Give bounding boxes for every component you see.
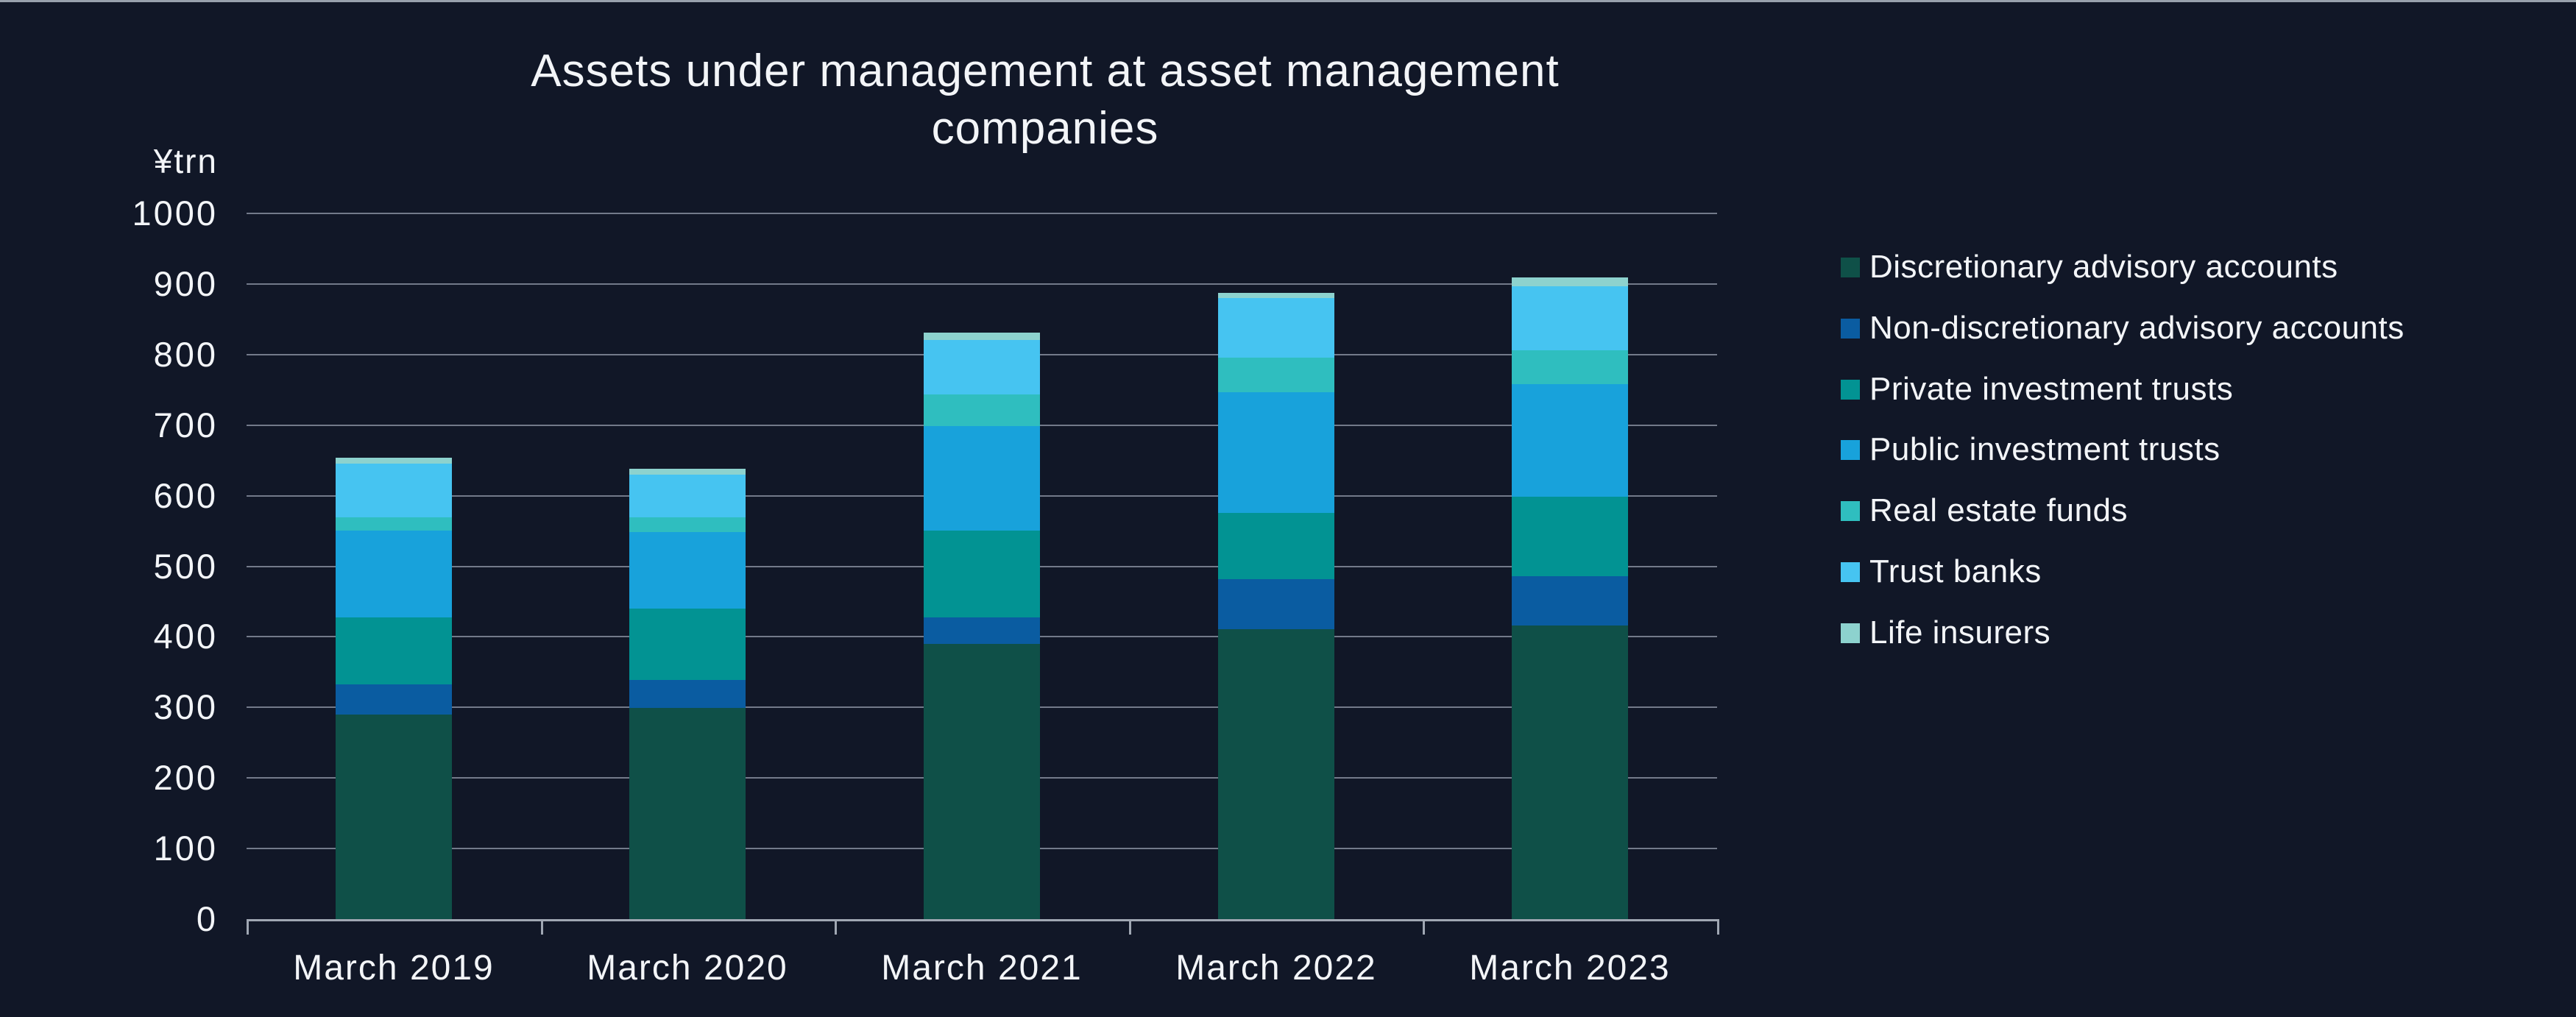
bar-segment xyxy=(1512,497,1628,576)
legend-item: Non-discretionary advisory accounts xyxy=(1841,308,2405,348)
x-axis-tick xyxy=(247,919,249,935)
x-axis-label: March 2021 xyxy=(881,949,1083,988)
bar-segment xyxy=(336,617,452,684)
legend-item: Real estate funds xyxy=(1841,491,2128,531)
legend-swatch xyxy=(1841,318,1860,339)
bar-segment xyxy=(1512,286,1628,350)
bar-segment xyxy=(1218,629,1334,919)
bar-segment xyxy=(336,458,452,464)
x-axis-label: March 2023 xyxy=(1469,949,1671,988)
bar-segment xyxy=(629,475,746,517)
chart-title-line1: Assets under management at asset managem… xyxy=(531,46,1560,96)
legend-label: Discretionary advisory accounts xyxy=(1869,249,2338,285)
y-tick-label-900: 900 xyxy=(153,264,218,303)
bar-segment xyxy=(1218,579,1334,629)
legend-swatch xyxy=(1841,500,1860,521)
bar-segment xyxy=(1218,513,1334,579)
legend-swatch xyxy=(1841,257,1860,277)
bar-segment xyxy=(1218,298,1334,358)
y-tick-label-800: 800 xyxy=(153,335,218,374)
bar-segment xyxy=(629,517,746,532)
bar-segment xyxy=(1218,293,1334,298)
x-axis-line xyxy=(247,919,1718,921)
bar-segment xyxy=(924,333,1040,340)
bar-segment xyxy=(336,531,452,617)
bar-segment xyxy=(1512,384,1628,497)
x-axis-label: March 2019 xyxy=(293,949,495,988)
bar-segment xyxy=(924,531,1040,617)
window-top-edge-line xyxy=(0,0,2576,2)
bar-segment xyxy=(336,684,452,715)
x-axis-tick xyxy=(541,919,543,935)
chart-title: Assets under management at asset managem… xyxy=(438,43,1652,157)
bar-segment xyxy=(1218,358,1334,392)
bar-segment xyxy=(629,609,746,680)
y-tick-label-100: 100 xyxy=(153,829,218,868)
x-axis-label: March 2022 xyxy=(1175,949,1377,988)
bar-segment xyxy=(336,715,452,919)
bar-segment xyxy=(1512,626,1628,919)
bar-segment xyxy=(924,426,1040,531)
gridline-1000 xyxy=(247,213,1717,214)
y-tick-label-700: 700 xyxy=(153,405,218,444)
bar-segment xyxy=(924,644,1040,919)
x-axis-tick xyxy=(1129,919,1131,935)
y-axis-unit-label: ¥trn xyxy=(153,142,218,180)
bar-segment xyxy=(1512,350,1628,384)
y-tick-label-300: 300 xyxy=(153,687,218,726)
legend-swatch xyxy=(1841,561,1860,582)
y-tick-label-1000: 1000 xyxy=(132,194,218,233)
bar-segment xyxy=(924,394,1040,426)
bar-segment xyxy=(924,617,1040,644)
x-axis-tick xyxy=(1717,919,1719,935)
legend-item: Life insurers xyxy=(1841,613,2050,653)
bar-segment xyxy=(1512,277,1628,286)
legend-label: Public investment trusts xyxy=(1869,431,2221,467)
legend-swatch xyxy=(1841,623,1860,643)
legend-label: Trust banks xyxy=(1869,553,2042,589)
bar-segment xyxy=(629,680,746,708)
legend-label: Life insurers xyxy=(1869,614,2051,651)
legend-item: Trust banks xyxy=(1841,552,2042,592)
legend-swatch xyxy=(1841,439,1860,460)
x-axis-tick xyxy=(835,919,837,935)
y-tick-label-500: 500 xyxy=(153,547,218,586)
bar-segment xyxy=(629,469,746,475)
bar-segment xyxy=(629,532,746,609)
bar-segment xyxy=(924,340,1040,394)
chart-title-line2: companies xyxy=(931,103,1159,154)
y-tick-label-600: 600 xyxy=(153,476,218,515)
legend-label: Non-discretionary advisory accounts xyxy=(1869,310,2405,346)
legend-item: Public investment trusts xyxy=(1841,430,2221,469)
legend-swatch xyxy=(1841,379,1860,400)
y-tick-label-0: 0 xyxy=(196,899,218,938)
y-tick-label-400: 400 xyxy=(153,617,218,656)
legend-item: Discretionary advisory accounts xyxy=(1841,247,2338,287)
x-axis-label: March 2020 xyxy=(587,949,788,988)
legend-item: Private investment trusts xyxy=(1841,369,2233,409)
bar-segment xyxy=(336,517,452,531)
bar-segment xyxy=(1512,576,1628,626)
legend-label: Real estate funds xyxy=(1869,492,2128,528)
bar-segment xyxy=(1218,392,1334,513)
y-tick-label-200: 200 xyxy=(153,758,218,797)
bar-segment xyxy=(336,464,452,517)
gridline-900 xyxy=(247,283,1717,285)
legend-label: Private investment trusts xyxy=(1869,371,2234,407)
x-axis-tick xyxy=(1423,919,1425,935)
bar-segment xyxy=(629,708,746,919)
